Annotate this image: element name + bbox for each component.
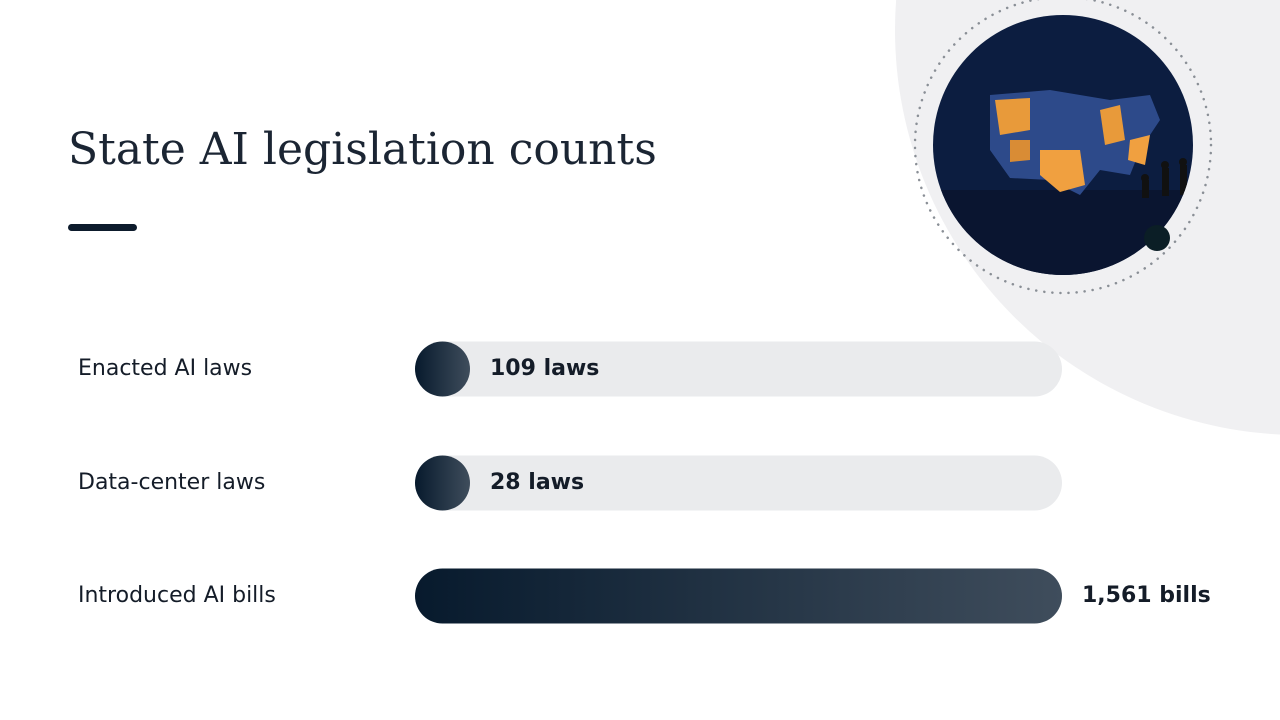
value-label: 109 laws [490,356,599,381]
bar-track [415,455,1062,511]
value-label: 1,561 bills [1082,583,1211,608]
bar [415,455,470,511]
value-label: 28 laws [490,470,584,495]
bar [415,568,1062,624]
bar-track [415,341,1062,397]
category-label: Enacted AI laws [78,356,252,381]
accent-dot [1144,225,1170,251]
bar [415,341,470,397]
category-label: Introduced AI bills [78,583,276,608]
title-underline [68,224,137,231]
dotted-ring [913,0,1213,295]
title: State AI legislation counts [68,124,657,175]
category-label: Data-center laws [78,470,265,495]
